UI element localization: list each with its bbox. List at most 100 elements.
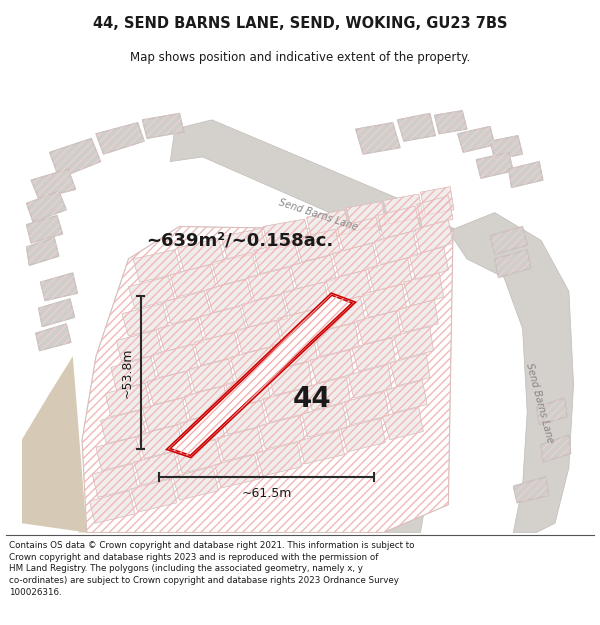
Polygon shape bbox=[513, 477, 548, 503]
Polygon shape bbox=[105, 383, 151, 417]
Polygon shape bbox=[96, 122, 144, 154]
Polygon shape bbox=[226, 374, 271, 408]
Polygon shape bbox=[22, 496, 254, 532]
Text: Send Barns Lane: Send Barns Lane bbox=[278, 198, 359, 233]
Polygon shape bbox=[50, 138, 101, 178]
Polygon shape bbox=[217, 428, 263, 461]
Polygon shape bbox=[378, 206, 421, 239]
Polygon shape bbox=[215, 454, 260, 488]
Polygon shape bbox=[374, 231, 418, 264]
Polygon shape bbox=[305, 377, 350, 410]
Polygon shape bbox=[26, 216, 62, 243]
Polygon shape bbox=[256, 442, 302, 476]
Polygon shape bbox=[434, 111, 467, 134]
Text: ~53.8m: ~53.8m bbox=[121, 348, 134, 398]
Polygon shape bbox=[458, 126, 495, 152]
Polygon shape bbox=[152, 344, 198, 377]
Polygon shape bbox=[346, 201, 386, 231]
Polygon shape bbox=[341, 419, 385, 452]
Polygon shape bbox=[263, 219, 310, 249]
Polygon shape bbox=[170, 264, 217, 297]
Polygon shape bbox=[374, 500, 425, 532]
Polygon shape bbox=[179, 413, 225, 446]
Polygon shape bbox=[138, 425, 183, 458]
Polygon shape bbox=[189, 359, 234, 392]
Polygon shape bbox=[332, 243, 378, 277]
Polygon shape bbox=[89, 491, 135, 523]
Polygon shape bbox=[448, 213, 574, 532]
Polygon shape bbox=[200, 306, 246, 339]
Polygon shape bbox=[409, 247, 448, 280]
Polygon shape bbox=[230, 347, 276, 381]
Polygon shape bbox=[320, 296, 365, 329]
Polygon shape bbox=[133, 249, 181, 282]
Polygon shape bbox=[490, 226, 527, 254]
Text: ~639m²/~0.158ac.: ~639m²/~0.158ac. bbox=[146, 231, 334, 249]
Polygon shape bbox=[362, 284, 407, 318]
Polygon shape bbox=[173, 467, 218, 500]
Polygon shape bbox=[291, 255, 336, 289]
Polygon shape bbox=[394, 327, 434, 359]
Polygon shape bbox=[315, 323, 359, 356]
Polygon shape bbox=[268, 362, 312, 395]
Polygon shape bbox=[242, 294, 288, 328]
Polygon shape bbox=[26, 191, 67, 222]
Polygon shape bbox=[142, 398, 188, 431]
Polygon shape bbox=[22, 356, 87, 532]
Polygon shape bbox=[111, 356, 156, 390]
Polygon shape bbox=[221, 401, 266, 434]
Polygon shape bbox=[158, 318, 203, 352]
Polygon shape bbox=[131, 479, 176, 512]
Polygon shape bbox=[169, 294, 354, 456]
Polygon shape bbox=[184, 386, 230, 419]
Text: Send Barns Lane: Send Barns Lane bbox=[524, 362, 555, 444]
Text: Map shows position and indicative extent of the property.: Map shows position and indicative extent… bbox=[130, 51, 470, 64]
Polygon shape bbox=[236, 320, 281, 354]
Polygon shape bbox=[326, 270, 371, 304]
Polygon shape bbox=[272, 335, 317, 368]
Polygon shape bbox=[40, 273, 77, 301]
Polygon shape bbox=[101, 410, 146, 444]
Text: 44: 44 bbox=[293, 385, 331, 412]
Polygon shape bbox=[337, 217, 382, 251]
Polygon shape bbox=[368, 258, 412, 291]
Polygon shape bbox=[283, 282, 329, 316]
Polygon shape bbox=[421, 187, 454, 216]
Polygon shape bbox=[278, 308, 323, 341]
Polygon shape bbox=[82, 226, 453, 532]
Polygon shape bbox=[212, 253, 258, 286]
Polygon shape bbox=[404, 273, 444, 306]
Polygon shape bbox=[122, 304, 169, 336]
Polygon shape bbox=[96, 437, 142, 471]
Text: Contains OS data © Crown copyright and database right 2021. This information is : Contains OS data © Crown copyright and d… bbox=[9, 541, 415, 597]
Polygon shape bbox=[176, 440, 221, 473]
Polygon shape bbox=[356, 311, 401, 344]
Polygon shape bbox=[302, 404, 347, 437]
Polygon shape bbox=[495, 249, 531, 278]
Polygon shape bbox=[170, 120, 458, 259]
Polygon shape bbox=[26, 238, 59, 266]
Polygon shape bbox=[398, 300, 438, 332]
Polygon shape bbox=[259, 416, 305, 449]
Polygon shape bbox=[178, 239, 225, 271]
Polygon shape bbox=[390, 354, 430, 386]
Polygon shape bbox=[417, 196, 453, 228]
Polygon shape bbox=[307, 210, 350, 241]
Polygon shape bbox=[206, 279, 253, 312]
Polygon shape bbox=[128, 277, 175, 309]
Polygon shape bbox=[397, 113, 436, 141]
Polygon shape bbox=[344, 391, 389, 425]
Text: 44, SEND BARNS LANE, SEND, WOKING, GU23 7BS: 44, SEND BARNS LANE, SEND, WOKING, GU23 … bbox=[93, 16, 507, 31]
Polygon shape bbox=[36, 324, 71, 351]
Polygon shape bbox=[295, 229, 341, 262]
Polygon shape bbox=[31, 169, 76, 199]
Polygon shape bbox=[116, 331, 162, 362]
Text: ~61.5m: ~61.5m bbox=[241, 487, 292, 500]
Polygon shape bbox=[142, 113, 184, 138]
Polygon shape bbox=[356, 122, 400, 154]
Polygon shape bbox=[383, 194, 424, 224]
Polygon shape bbox=[92, 464, 138, 498]
Polygon shape bbox=[194, 332, 240, 366]
Polygon shape bbox=[383, 408, 424, 440]
Polygon shape bbox=[263, 389, 308, 422]
